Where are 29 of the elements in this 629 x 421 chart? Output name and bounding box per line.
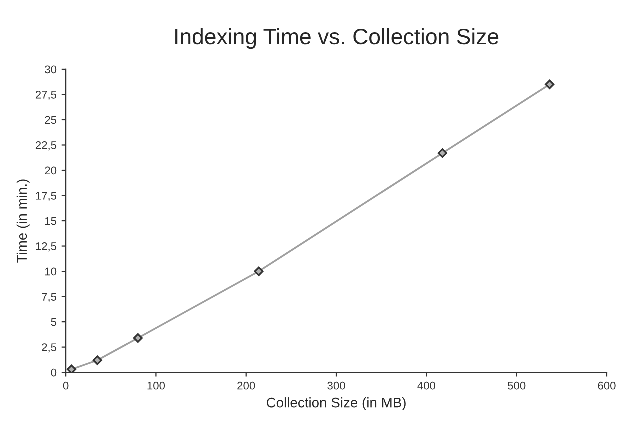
y-tick-label: 10 [46,268,57,276]
x-tick-label: 500 [508,382,526,390]
y-tick-label: 2,5 [42,344,57,353]
y-tick-label: 5 [51,318,57,326]
x-tick-label: 600 [598,382,616,390]
x-tick-label: 100 [148,382,166,390]
y-tick-label: 30 [45,66,57,74]
x-axis-title: Collection Size (in MB) [266,398,406,410]
x-tick-label: 200 [238,382,256,390]
point [545,80,555,90]
y-tick-label: 0 [51,368,57,377]
y-tick-label: 27,5 [36,90,57,100]
point [92,356,102,366]
chart-title: Indexing Time vs. Collection Size [176,28,499,50]
y-tick-label: 20 [45,166,57,175]
point [133,333,143,343]
y-tick-label: 17,5 [36,192,57,202]
point [254,266,264,276]
point [66,364,76,373]
y-tick-label: 15 [46,217,57,226]
y-tick-label: 12,5 [36,242,57,252]
x-tick-label: 300 [328,382,346,390]
y-axis-title: Time (in min.) [16,180,30,263]
x-tick-label: 0 [63,382,69,390]
point [438,148,448,158]
x-tick-label: 400 [418,382,436,390]
y-tick-label: 22,5 [36,142,57,151]
y-tick-label: 7,5 [42,293,57,302]
y-tick-label: 25 [45,116,57,124]
